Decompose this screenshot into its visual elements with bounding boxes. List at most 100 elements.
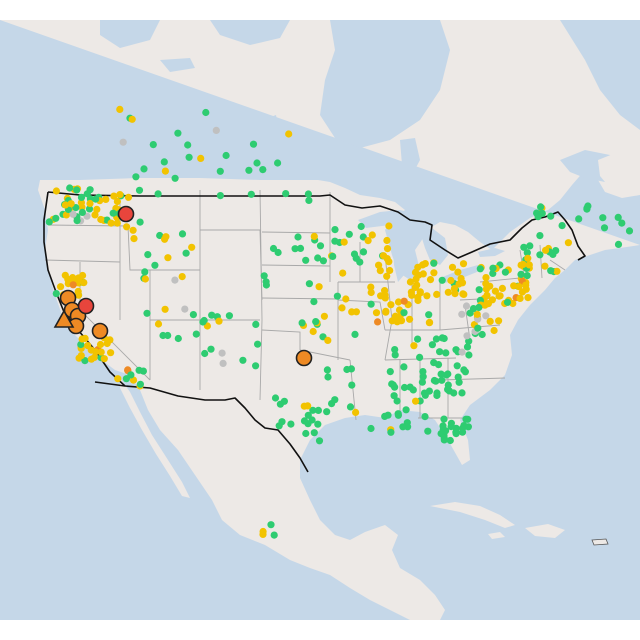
station-marker[interactable] xyxy=(387,428,395,436)
station-marker[interactable] xyxy=(452,428,460,436)
station-marker[interactable] xyxy=(342,295,350,303)
station-marker[interactable] xyxy=(338,304,346,312)
station-marker[interactable] xyxy=(407,288,415,296)
station-marker[interactable] xyxy=(446,436,454,445)
station-marker[interactable] xyxy=(454,373,462,381)
station-marker[interactable] xyxy=(625,227,634,235)
station-marker[interactable] xyxy=(324,336,332,344)
station-marker[interactable] xyxy=(564,239,573,247)
station-marker[interactable] xyxy=(461,368,469,376)
station-marker[interactable] xyxy=(400,363,408,371)
station-marker[interactable] xyxy=(434,361,443,369)
station-marker[interactable] xyxy=(143,309,151,317)
station-marker[interactable] xyxy=(460,422,468,430)
station-marker[interactable] xyxy=(385,222,393,230)
station-marker[interactable] xyxy=(140,165,148,173)
station-marker[interactable] xyxy=(425,311,433,319)
station-marker[interactable] xyxy=(523,272,531,280)
station-marker[interactable] xyxy=(154,320,163,328)
station-marker[interactable] xyxy=(304,411,312,419)
station-marker[interactable] xyxy=(300,417,309,425)
station-marker[interactable] xyxy=(61,271,69,279)
station-marker[interactable] xyxy=(302,256,310,264)
station-marker[interactable] xyxy=(119,138,127,146)
station-marker[interactable] xyxy=(164,254,172,262)
station-marker[interactable] xyxy=(391,383,399,391)
station-marker[interactable] xyxy=(438,376,446,384)
station-marker[interactable] xyxy=(314,420,322,428)
station-marker[interactable] xyxy=(428,341,436,349)
station-marker[interactable] xyxy=(426,276,435,284)
station-marker[interactable] xyxy=(367,300,375,308)
station-marker[interactable] xyxy=(185,153,193,161)
station-marker[interactable] xyxy=(538,209,546,217)
station-marker[interactable] xyxy=(315,283,323,291)
station-marker[interactable] xyxy=(421,260,429,268)
station-marker[interactable] xyxy=(381,287,389,295)
station-marker[interactable] xyxy=(218,349,226,357)
station-marker[interactable] xyxy=(77,199,85,207)
station-marker[interactable] xyxy=(490,326,498,335)
station-marker[interactable] xyxy=(399,423,407,431)
station-marker[interactable] xyxy=(503,298,512,306)
large-circle-marker[interactable] xyxy=(295,349,313,367)
station-marker[interactable] xyxy=(102,195,110,203)
station-marker[interactable] xyxy=(524,254,532,262)
station-marker[interactable] xyxy=(402,406,410,414)
station-marker[interactable] xyxy=(482,274,490,282)
station-marker[interactable] xyxy=(97,215,105,224)
station-marker[interactable] xyxy=(314,254,322,262)
station-marker[interactable] xyxy=(491,287,499,295)
station-marker[interactable] xyxy=(212,126,220,134)
station-marker[interactable] xyxy=(122,375,130,383)
station-marker[interactable] xyxy=(259,527,267,536)
station-marker[interactable] xyxy=(406,278,414,286)
station-marker[interactable] xyxy=(113,219,121,227)
station-marker[interactable] xyxy=(351,330,359,338)
station-marker[interactable] xyxy=(583,205,591,213)
station-marker[interactable] xyxy=(526,242,534,250)
station-marker[interactable] xyxy=(188,243,196,251)
station-marker[interactable] xyxy=(372,309,381,317)
station-marker[interactable] xyxy=(436,348,444,356)
station-marker[interactable] xyxy=(310,232,318,240)
station-marker[interactable] xyxy=(348,381,356,389)
station-marker[interactable] xyxy=(222,151,230,160)
station-marker[interactable] xyxy=(178,273,186,281)
station-marker[interactable] xyxy=(440,436,448,444)
station-marker[interactable] xyxy=(315,437,324,445)
station-marker[interactable] xyxy=(348,308,356,316)
station-marker[interactable] xyxy=(197,154,205,162)
station-marker[interactable] xyxy=(498,284,506,292)
station-marker[interactable] xyxy=(432,377,440,385)
station-marker[interactable] xyxy=(57,283,65,291)
station-marker[interactable] xyxy=(474,324,482,332)
station-marker[interactable] xyxy=(97,348,105,356)
station-marker[interactable] xyxy=(254,340,262,348)
station-marker[interactable] xyxy=(347,365,355,373)
station-marker[interactable] xyxy=(106,336,114,344)
station-marker[interactable] xyxy=(419,270,427,278)
station-marker[interactable] xyxy=(411,283,420,291)
station-marker[interactable] xyxy=(130,235,138,243)
station-marker[interactable] xyxy=(262,281,270,289)
station-marker[interactable] xyxy=(516,294,524,302)
station-marker[interactable] xyxy=(419,373,427,381)
station-marker[interactable] xyxy=(201,349,209,358)
station-marker[interactable] xyxy=(181,305,189,313)
station-marker[interactable] xyxy=(260,272,268,280)
station-marker[interactable] xyxy=(323,408,331,416)
station-marker[interactable] xyxy=(340,238,348,246)
station-marker[interactable] xyxy=(522,281,530,289)
station-marker[interactable] xyxy=(52,187,61,195)
station-marker[interactable] xyxy=(368,231,376,239)
station-marker[interactable] xyxy=(406,315,414,323)
station-marker[interactable] xyxy=(208,311,216,319)
large-circle-marker[interactable] xyxy=(77,297,95,315)
station-marker[interactable] xyxy=(159,331,167,340)
station-marker[interactable] xyxy=(252,362,260,370)
station-marker[interactable] xyxy=(199,318,207,326)
station-marker[interactable] xyxy=(278,418,286,426)
station-marker[interactable] xyxy=(310,298,318,306)
station-marker[interactable] xyxy=(77,352,85,360)
